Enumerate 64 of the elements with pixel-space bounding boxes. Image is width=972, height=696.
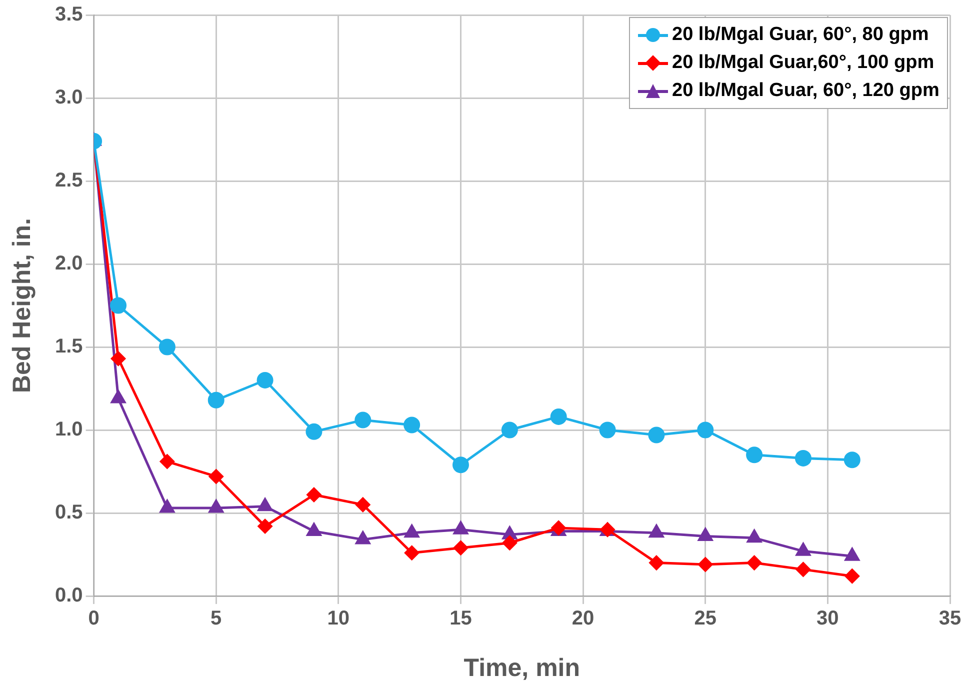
x-axis-title: Time, min — [464, 654, 580, 682]
x-tick-label: 0 — [88, 608, 100, 630]
point — [746, 446, 763, 464]
point — [208, 469, 224, 484]
point — [306, 523, 322, 536]
point — [110, 390, 126, 404]
legend-label: 20 lb/Mgal Guar, 60°, 120 gpm — [672, 80, 940, 102]
point — [746, 530, 762, 543]
point — [747, 556, 762, 570]
point — [404, 546, 420, 560]
x-tick-label: 10 — [327, 608, 350, 630]
point — [796, 542, 811, 556]
y-axis-title: Bed Height, in. — [8, 218, 36, 393]
point — [648, 426, 665, 444]
y-tick-label: 0.5 — [54, 502, 83, 524]
legend-label: 20 lb/Mgal Guar,60°, 100 gpm — [672, 52, 934, 74]
x-tick-label: 30 — [816, 608, 839, 630]
y-tick-label: 2.5 — [54, 170, 83, 192]
y-tick-label: 1.5 — [54, 336, 83, 358]
point — [501, 422, 518, 438]
legend-label: 20 lb/Mgal Guar, 60°, 80 gpm — [672, 24, 929, 46]
point — [208, 392, 224, 408]
point — [502, 536, 517, 550]
point — [158, 338, 176, 356]
point — [844, 548, 860, 561]
x-tick-label: 25 — [694, 608, 716, 630]
point — [453, 540, 468, 556]
point — [306, 423, 322, 440]
point — [697, 422, 714, 438]
point — [794, 450, 812, 466]
point — [354, 412, 372, 428]
y-tick-label: 2.0 — [54, 252, 83, 275]
point — [844, 452, 860, 468]
point — [404, 524, 420, 538]
point — [160, 454, 174, 469]
y-tick-label: 0.0 — [54, 584, 83, 607]
point — [698, 557, 713, 572]
y-tick-label: 3.5 — [54, 4, 83, 26]
point — [160, 500, 175, 513]
point — [452, 456, 469, 474]
x-tick-label: 20 — [572, 608, 594, 630]
point — [599, 422, 616, 438]
x-tick-label: 15 — [450, 608, 472, 630]
point — [404, 416, 420, 434]
point — [258, 498, 272, 512]
y-tick-label: 3.0 — [54, 86, 83, 109]
point — [258, 519, 272, 534]
point — [356, 497, 370, 512]
point — [306, 487, 322, 502]
x-tick-label: 35 — [938, 608, 962, 630]
point — [110, 297, 127, 314]
point — [453, 521, 468, 534]
y-tick-label: 1.0 — [54, 418, 83, 441]
point — [698, 528, 713, 541]
point — [208, 500, 224, 513]
point — [550, 408, 567, 425]
point — [649, 524, 664, 538]
point — [796, 562, 810, 577]
point — [111, 351, 126, 366]
point — [844, 568, 860, 584]
point — [256, 372, 274, 388]
point — [356, 531, 370, 544]
x-tick-label: 5 — [210, 608, 222, 630]
point — [649, 556, 664, 570]
